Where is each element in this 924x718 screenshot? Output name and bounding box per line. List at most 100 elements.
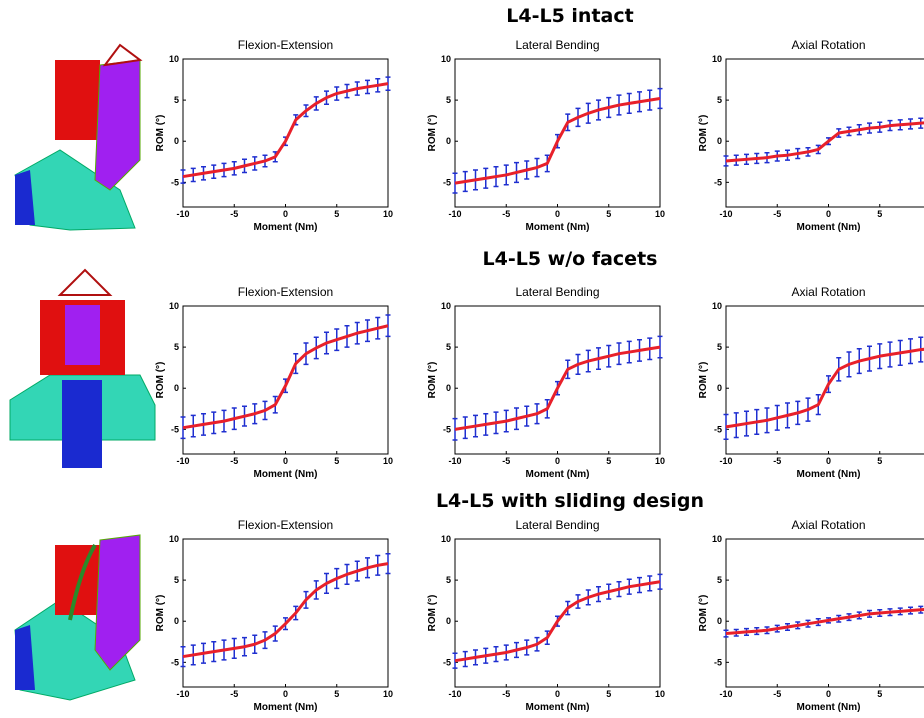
y-tick-label: 10 <box>441 301 451 311</box>
y-tick-label: 0 <box>446 616 451 626</box>
y-axis-label: ROM (°) <box>427 595 438 632</box>
y-tick-label: 5 <box>174 342 179 352</box>
x-axis-label: Moment (Nm) <box>797 702 861 713</box>
y-tick-label: 10 <box>169 534 179 544</box>
rom-line <box>454 345 661 431</box>
spine-model-sliding <box>14 534 141 701</box>
x-tick-label: 10 <box>655 209 665 219</box>
x-tick-label: 5 <box>334 209 339 219</box>
x-axis-label: Moment (Nm) <box>254 222 318 233</box>
x-tick-label: -5 <box>502 689 510 699</box>
rom-line <box>725 121 924 163</box>
x-axis-label: Moment (Nm) <box>797 469 861 480</box>
sacrum <box>62 380 102 468</box>
y-tick-label: -5 <box>171 424 179 434</box>
y-tick-label: 0 <box>174 383 179 393</box>
x-tick-label: 5 <box>606 209 611 219</box>
y-tick-label: 5 <box>446 575 451 585</box>
x-tick-label: -5 <box>502 456 510 466</box>
y-tick-label: 5 <box>446 342 451 352</box>
ligament <box>57 268 113 296</box>
y-tick-label: 5 <box>174 95 179 105</box>
x-tick-label: 0 <box>826 456 831 466</box>
y-tick-label: 5 <box>717 95 722 105</box>
x-tick-label: 10 <box>383 456 393 466</box>
rom-line <box>725 347 924 429</box>
y-axis-label: ROM (°) <box>427 362 438 399</box>
y-tick-label: 0 <box>174 136 179 146</box>
chart: Flexion-Extension -10 -5 0 5 10 -5 0 5 10 Moment (… <box>155 285 393 480</box>
row-title: L4-L5 intact <box>506 5 633 27</box>
error-bar <box>180 169 186 184</box>
x-tick-label: 10 <box>383 689 393 699</box>
row-title: L4-L5 w/o facets <box>483 248 658 270</box>
x-tick-label: -5 <box>773 209 781 219</box>
spine-model-no-facets <box>9 268 156 468</box>
rom-line <box>182 562 389 659</box>
chart: Flexion-Extension -10 -5 0 5 10 -5 0 5 10 Moment (… <box>155 38 393 233</box>
x-tick-label: 0 <box>283 689 288 699</box>
vertebral-bodies <box>65 305 100 365</box>
y-tick-label: -5 <box>443 177 451 187</box>
chart-title: Lateral Bending <box>515 518 599 532</box>
ligament <box>102 43 143 67</box>
error-bar <box>657 87 663 110</box>
y-tick-label: 10 <box>712 301 722 311</box>
error-bar <box>657 335 663 359</box>
y-tick-label: 0 <box>446 383 451 393</box>
x-tick-label: 0 <box>283 209 288 219</box>
x-tick-label: 10 <box>655 456 665 466</box>
posterior-elements <box>55 60 100 140</box>
x-axis-label: Moment (Nm) <box>526 702 590 713</box>
x-tick-label: 10 <box>655 689 665 699</box>
x-tick-label: -10 <box>719 456 732 466</box>
vertebral-bodies <box>94 534 141 671</box>
y-tick-label: -5 <box>171 177 179 187</box>
y-tick-label: -5 <box>171 657 179 667</box>
x-tick-label: 0 <box>555 456 560 466</box>
sliding-implant <box>68 543 97 621</box>
y-tick-label: -5 <box>714 177 722 187</box>
chart: Lateral Bending -10 -5 0 5 10 -5 0 5 10 Moment (Nm… <box>427 38 665 233</box>
x-axis-label: Moment (Nm) <box>526 469 590 480</box>
y-tick-label: 0 <box>717 383 722 393</box>
y-axis-label: ROM (°) <box>698 362 709 399</box>
sacrum <box>15 170 35 225</box>
y-tick-label: -5 <box>443 424 451 434</box>
sacrum <box>15 625 35 690</box>
x-tick-label: -10 <box>176 689 189 699</box>
x-tick-label: -10 <box>176 209 189 219</box>
x-tick-label: 0 <box>283 456 288 466</box>
y-tick-label: 0 <box>174 616 179 626</box>
x-axis-label: Moment (Nm) <box>526 222 590 233</box>
y-tick-label: -5 <box>714 424 722 434</box>
y-tick-label: 10 <box>441 54 451 64</box>
y-axis-label: ROM (°) <box>155 595 166 632</box>
rom-line <box>182 82 389 179</box>
spine-model-intact <box>14 43 143 231</box>
x-tick-label: -5 <box>773 689 781 699</box>
row-title: L4-L5 with sliding design <box>436 490 704 512</box>
x-tick-label: -5 <box>230 209 238 219</box>
x-tick-label: -10 <box>448 689 461 699</box>
y-axis-label: ROM (°) <box>698 595 709 632</box>
chart-title: Lateral Bending <box>515 285 599 299</box>
chart-title: Axial Rotation <box>791 285 865 299</box>
x-tick-label: 5 <box>877 209 882 219</box>
x-axis-label: Moment (Nm) <box>254 702 318 713</box>
x-tick-label: 5 <box>334 689 339 699</box>
y-tick-label: -5 <box>443 657 451 667</box>
chart-title: Flexion-Extension <box>238 518 333 532</box>
chart: Lateral Bending -10 -5 0 5 10 -5 0 5 10 Moment (Nm… <box>427 518 665 713</box>
chart: Lateral Bending -10 -5 0 5 10 -5 0 5 10 Moment (Nm… <box>427 285 665 480</box>
x-tick-label: -10 <box>719 209 732 219</box>
chart-title: Axial Rotation <box>791 518 865 532</box>
x-tick-label: -5 <box>773 456 781 466</box>
chart-title: Flexion-Extension <box>238 285 333 299</box>
x-tick-label: 5 <box>606 456 611 466</box>
